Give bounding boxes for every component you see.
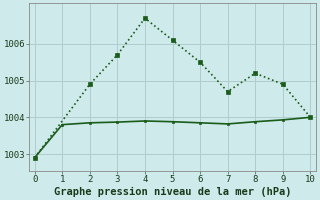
X-axis label: Graphe pression niveau de la mer (hPa): Graphe pression niveau de la mer (hPa) — [54, 186, 291, 197]
